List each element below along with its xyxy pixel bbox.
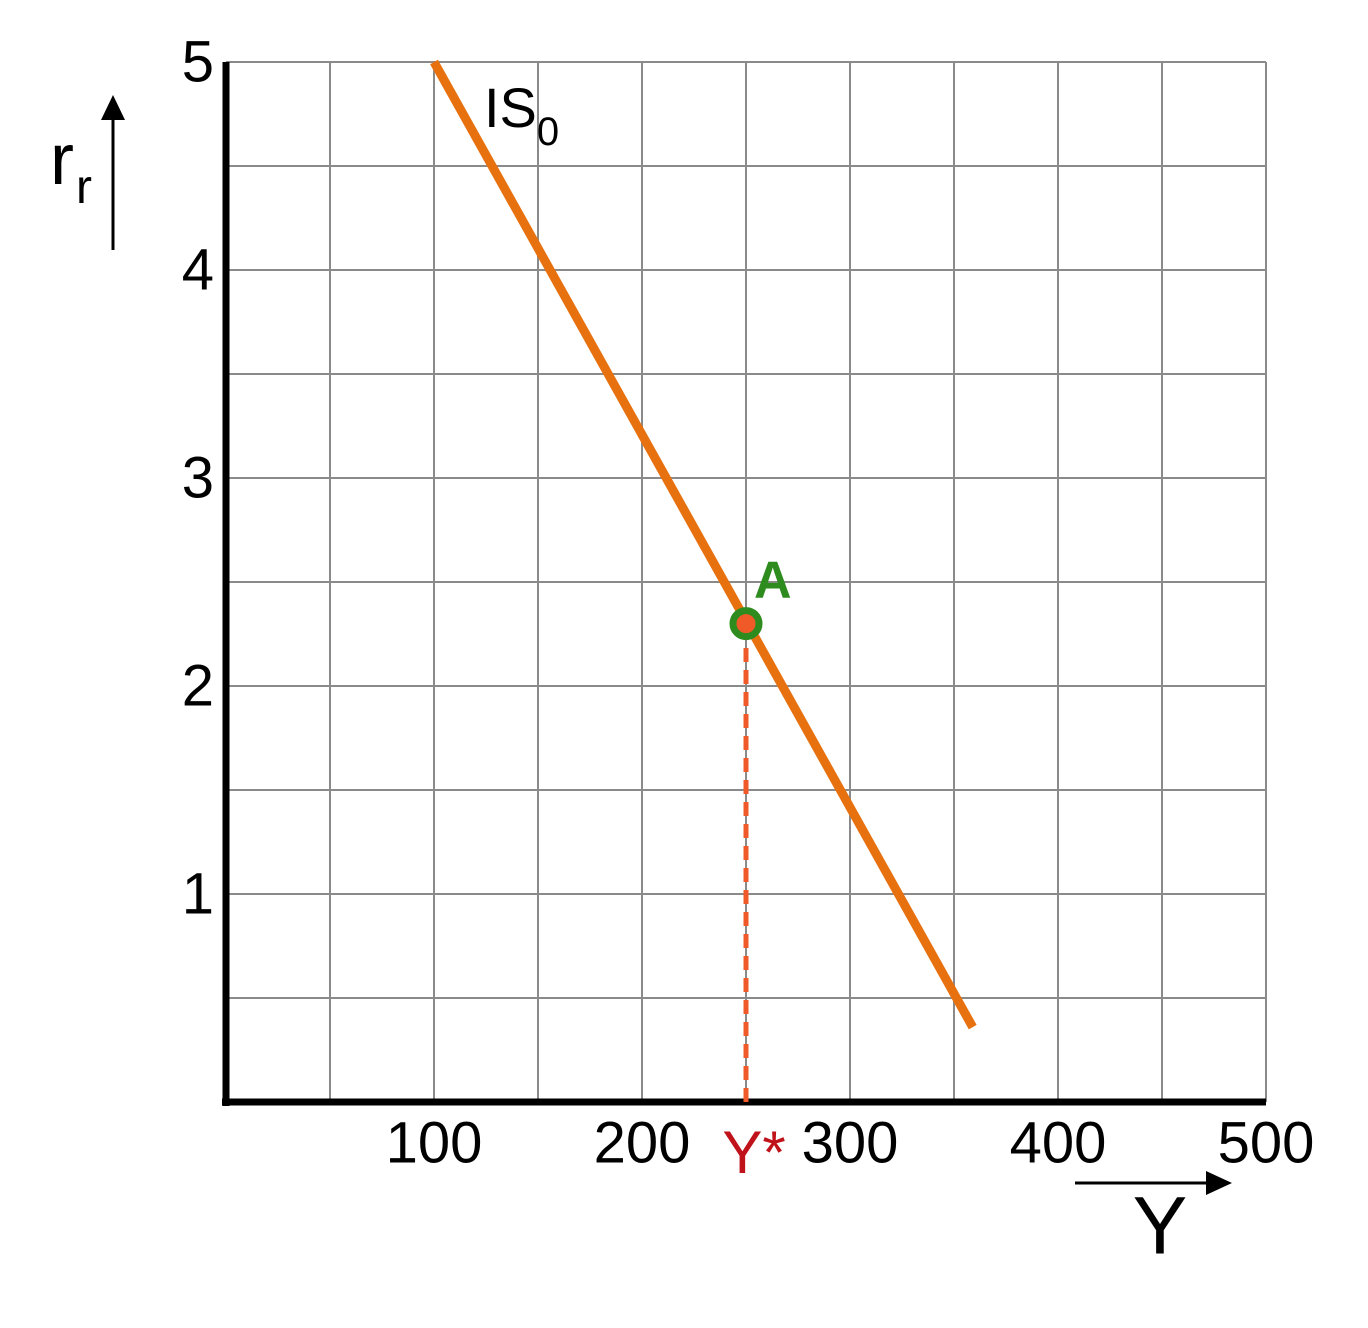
x-tick-label: 300 [802,1110,899,1175]
x-tick-label: 100 [386,1110,483,1175]
y-tick-label: 5 [182,29,214,94]
y-tick-label: 1 [182,861,214,926]
x-axis-label: Y [1133,1181,1188,1272]
y-tick-label: 3 [182,445,214,510]
x-axis-arrowhead [1206,1171,1232,1195]
series-label-sub: 0 [537,110,559,154]
series-label-main: IS [484,76,537,139]
x-tick-label: 400 [1010,1110,1107,1175]
series-label: IS0 [484,76,559,154]
x-tick-label: 200 [594,1110,691,1175]
y-label-sub: r [76,161,92,214]
annotation: Y* [722,1119,785,1186]
x-tick-label: 500 [1218,1110,1315,1175]
y-axis-label: rr [50,120,92,214]
point [729,607,763,641]
y-tick-label: 4 [182,237,214,302]
y-tick-label: 2 [182,653,214,718]
y-axis-arrowhead [101,95,125,120]
y-label-main: r [50,120,74,200]
point-label: A [754,551,792,609]
series-line [430,59,977,1030]
